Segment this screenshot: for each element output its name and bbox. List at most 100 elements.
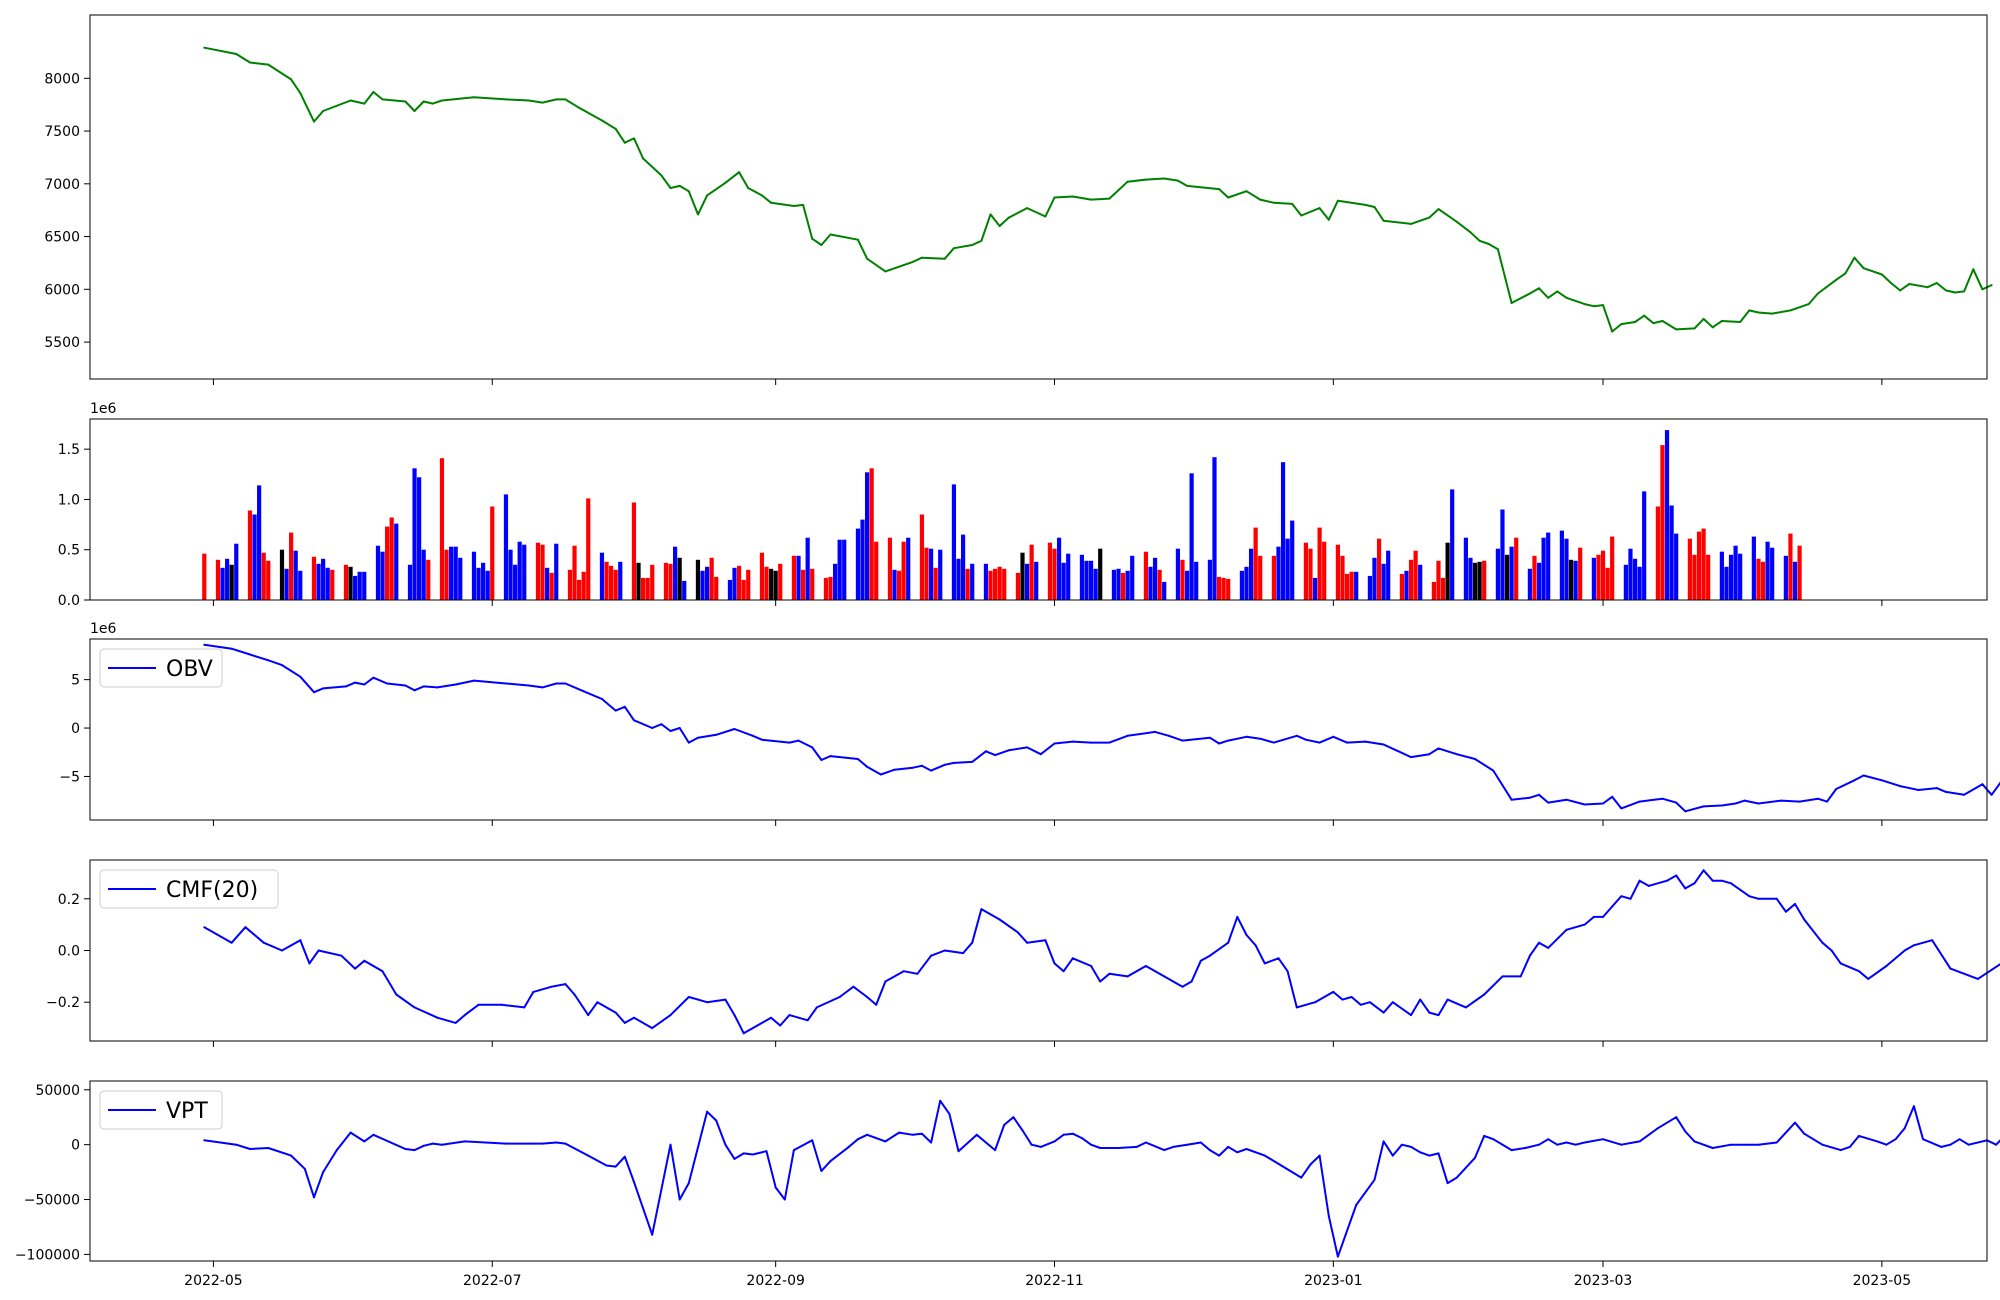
cmf-data-point	[1730, 882, 1732, 885]
obv-axes-frame	[89, 638, 1988, 821]
obv-data-point	[1880, 779, 1883, 782]
obv-data-point	[1181, 739, 1184, 742]
price-data-point	[989, 213, 992, 216]
vpt-data-point	[1208, 1149, 1211, 1152]
cmf-data-point	[500, 1003, 503, 1006]
cmf-data-point	[1391, 1001, 1394, 1004]
volume-bar	[906, 537, 911, 600]
volume-bar	[257, 485, 262, 600]
volume-bar	[215, 559, 221, 600]
vpt-data-point	[1675, 1116, 1678, 1119]
volume-bar	[960, 534, 966, 600]
cmf-data-point	[1583, 923, 1586, 926]
vpt-data-point	[422, 1144, 425, 1147]
cmf-data-point	[1720, 879, 1723, 882]
obv-data-point	[911, 766, 914, 769]
cmf-data-point	[203, 926, 206, 929]
price-y-axis: 5500 6000 6500 7000 7500 8000	[44, 71, 90, 351]
volume-bar	[1367, 575, 1372, 600]
volume-bar	[1418, 564, 1423, 600]
vpt-data-point	[564, 1142, 567, 1145]
volume-bar	[1162, 581, 1167, 600]
obv-data-point	[1026, 746, 1029, 749]
price-y-tick-label: 7000	[44, 177, 80, 193]
obv-data-point	[678, 727, 681, 729]
obv-data-point	[1154, 730, 1157, 733]
cmf-data-point	[477, 1003, 480, 1006]
volume-bar	[1756, 558, 1761, 600]
obv-data-point	[1218, 742, 1221, 745]
price-data-point	[1318, 207, 1321, 210]
volume-bar	[1175, 548, 1181, 600]
cmf-data-point	[733, 1014, 736, 1017]
price-data-point	[1862, 267, 1865, 270]
volume-bar	[1189, 473, 1194, 600]
price-data-point	[1090, 198, 1093, 201]
price-data-point	[1954, 291, 1956, 294]
volume-bar	[695, 559, 701, 600]
vpt-data-point	[1524, 1147, 1527, 1149]
volume-bar	[421, 549, 426, 600]
cmf-data-point	[1821, 941, 1824, 944]
vpt-data-point	[441, 1143, 443, 1146]
vpt-data-point	[335, 1149, 338, 1152]
price-data-point	[792, 205, 795, 207]
volume-bar	[951, 484, 957, 600]
price-data-point	[660, 174, 663, 177]
obv-data-point	[1899, 785, 1902, 788]
volume-bar	[869, 468, 874, 600]
price-data-point	[578, 106, 581, 109]
cmf-y-tick-label: 0.2	[58, 892, 80, 908]
vpt-data-point	[1912, 1105, 1915, 1108]
price-data-point	[422, 100, 425, 103]
volume-bar	[1482, 560, 1487, 600]
vpt-data-point	[1282, 1165, 1285, 1168]
volume-bar	[828, 576, 833, 600]
volume-y-tick-label: 1.0	[58, 492, 80, 508]
price-data-point	[747, 187, 750, 189]
volume-bar	[1591, 557, 1596, 600]
vpt-data-point	[249, 1148, 251, 1150]
price-data-point	[1757, 311, 1760, 314]
cmf-data-point	[1199, 959, 1202, 962]
cmf-data-point	[1277, 957, 1280, 960]
price-data-point	[1853, 256, 1856, 259]
volume-bar	[1514, 537, 1519, 600]
shared-x-axis: 2022-05 2022-07 2022-09 2022-11 2023-01 2023-…	[184, 379, 1911, 1289]
cmf-axes-frame	[89, 859, 1988, 1042]
obv-data-point	[1410, 756, 1412, 759]
vpt-data-point	[994, 1149, 997, 1152]
price-data-point	[1935, 282, 1938, 284]
obv-data-point	[505, 682, 507, 685]
price-data-point	[1880, 273, 1883, 276]
vpt-data-point	[363, 1140, 366, 1143]
price-data-point	[1007, 216, 1010, 219]
price-data-point	[760, 194, 763, 197]
obv-data-point	[1816, 797, 1819, 800]
volume-bar	[1628, 548, 1633, 600]
volume-bar	[613, 569, 618, 600]
cmf-data-point	[1949, 967, 1952, 970]
volume-bar	[1308, 548, 1313, 600]
vpt-data-point	[1455, 1176, 1458, 1179]
volume-bar	[631, 502, 637, 600]
volume-bar	[901, 541, 906, 600]
vpt-data-point	[811, 1139, 814, 1142]
volume-bar	[1111, 569, 1117, 600]
price-y-tick-label: 6000	[44, 282, 80, 298]
obv-data-point	[1071, 740, 1074, 743]
cmf-data-point	[317, 949, 320, 952]
vpt-data-point	[1547, 1138, 1550, 1141]
cmf-data-point	[788, 1014, 791, 1017]
obv-data-point	[1743, 799, 1746, 802]
volume-bar	[321, 558, 326, 600]
cmf-data-point	[230, 941, 233, 944]
vpt-data-point	[1711, 1147, 1714, 1149]
price-data-point	[1711, 326, 1714, 329]
price-data-point	[372, 91, 375, 93]
volume-bar	[476, 567, 481, 600]
vpt-data-point	[349, 1131, 352, 1134]
price-data-point	[1643, 314, 1646, 317]
volume-bar	[522, 544, 527, 600]
obv-data-point	[541, 686, 544, 689]
